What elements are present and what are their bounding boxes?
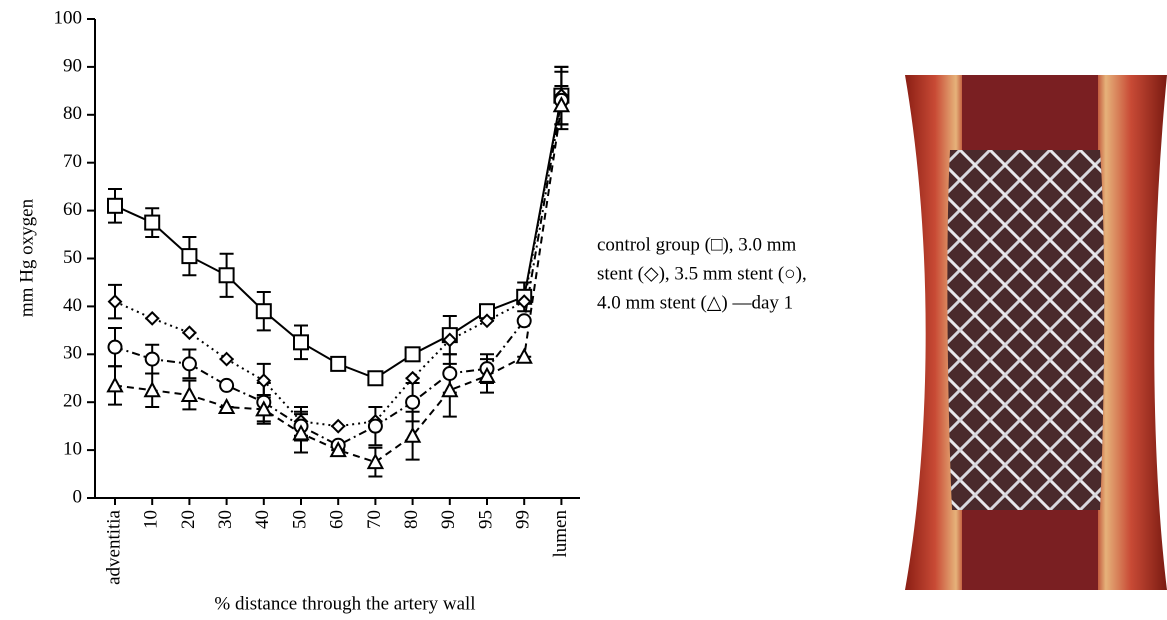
marker xyxy=(292,424,310,441)
x-tick-label: 40 xyxy=(252,510,273,529)
y-tick-label: 40 xyxy=(63,295,82,316)
marker xyxy=(442,332,458,348)
marker xyxy=(405,394,421,410)
y-tick-label: 30 xyxy=(63,343,82,364)
x-tick-label: lumen xyxy=(550,510,571,558)
marker xyxy=(441,381,459,398)
marker xyxy=(442,365,458,381)
marker xyxy=(552,96,571,113)
marker xyxy=(403,426,422,443)
x-tick-label: 90 xyxy=(438,510,459,529)
y-tick-label: 70 xyxy=(63,151,82,172)
stent-strut xyxy=(1018,150,1105,510)
stent-strut xyxy=(540,150,900,510)
series-line xyxy=(114,105,563,464)
marker xyxy=(367,370,384,387)
marker xyxy=(143,381,161,398)
x-tick-label: 95 xyxy=(475,510,496,529)
y-axis-label: mm Hg oxygen xyxy=(16,198,37,317)
y-tick-label: 100 xyxy=(54,7,83,28)
stent-strut xyxy=(947,150,1105,510)
x-tick-label: 99 xyxy=(513,510,534,529)
marker xyxy=(144,310,160,326)
stent-strut xyxy=(988,150,1105,510)
stent-illustration xyxy=(540,75,1167,590)
stent-strut xyxy=(958,150,1105,510)
annotation: control group (□), 3.0 mm xyxy=(597,234,797,255)
marker xyxy=(218,267,235,284)
marker xyxy=(219,351,235,367)
y-tick-label: 90 xyxy=(63,55,82,76)
stent-strut xyxy=(947,150,1105,510)
marker xyxy=(181,248,198,265)
series-line xyxy=(114,95,563,380)
marker xyxy=(516,313,532,329)
x-tick-label: 60 xyxy=(327,510,348,529)
marker xyxy=(106,376,124,393)
stent-strut xyxy=(540,150,900,510)
stent-strut xyxy=(570,150,930,510)
marker xyxy=(144,214,161,231)
stent-strut xyxy=(947,150,962,510)
series-line xyxy=(114,100,563,447)
x-tick-label: 70 xyxy=(364,510,385,529)
marker xyxy=(181,325,197,341)
marker xyxy=(515,347,533,364)
x-tick-label: 20 xyxy=(178,510,199,529)
stent-strut xyxy=(947,150,1105,510)
y-tick-label: 0 xyxy=(73,486,83,507)
stent-strut xyxy=(947,150,962,510)
marker xyxy=(107,197,123,214)
marker xyxy=(329,440,347,458)
marker xyxy=(219,377,235,393)
marker xyxy=(255,400,273,417)
stent-strut xyxy=(570,150,930,510)
marker xyxy=(516,294,532,310)
marker xyxy=(330,418,346,434)
marker xyxy=(405,370,421,386)
stent-strut xyxy=(947,150,1105,510)
x-tick-label: adventitia xyxy=(103,509,124,584)
marker xyxy=(367,418,383,434)
marker xyxy=(180,385,199,403)
x-axis-label: % distance through the artery wall xyxy=(214,593,475,614)
stent-strut xyxy=(947,150,1105,510)
x-tick-label: 50 xyxy=(289,510,310,529)
marker xyxy=(181,356,197,372)
stent-strut xyxy=(947,150,1105,510)
marker xyxy=(479,313,495,329)
stent-strut xyxy=(958,150,1105,510)
marker xyxy=(144,351,160,367)
marker xyxy=(256,373,272,389)
annotation: 4.0 mm stent (△) —day 1 xyxy=(597,292,793,313)
y-tick-label: 20 xyxy=(63,391,82,412)
stent-strut xyxy=(1018,150,1105,510)
y-tick-label: 60 xyxy=(63,199,82,220)
marker xyxy=(330,355,347,372)
marker xyxy=(107,339,123,355)
x-tick-label: 80 xyxy=(401,510,422,529)
stent-strut xyxy=(988,150,1105,510)
y-tick-label: 10 xyxy=(63,438,82,459)
y-tick-label: 50 xyxy=(63,247,82,268)
marker xyxy=(478,366,496,383)
marker xyxy=(107,294,123,310)
x-tick-label: 10 xyxy=(141,510,162,529)
y-tick-label: 80 xyxy=(63,103,82,124)
marker xyxy=(293,334,309,351)
annotation: stent (◇), 3.5 mm stent (○), xyxy=(597,263,807,284)
marker xyxy=(217,397,236,414)
marker xyxy=(255,303,272,320)
x-tick-label: 30 xyxy=(215,510,236,529)
marker xyxy=(404,346,421,363)
marker xyxy=(366,452,385,470)
